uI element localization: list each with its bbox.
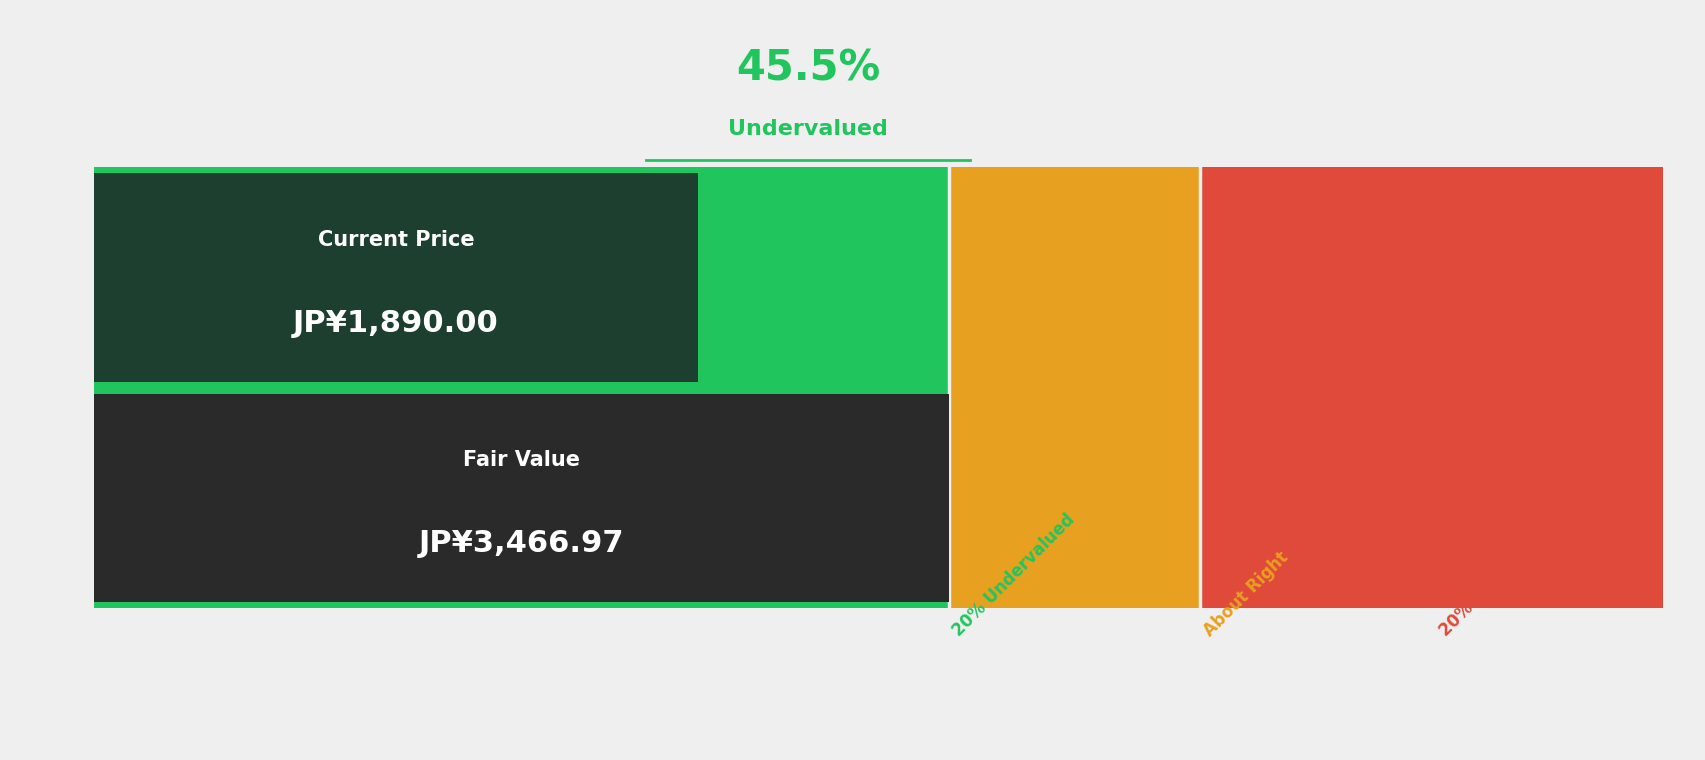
Bar xyxy=(1200,167,1662,608)
Text: 20% Overvalued: 20% Overvalued xyxy=(1436,519,1555,640)
Text: JP¥3,466.97: JP¥3,466.97 xyxy=(418,529,624,558)
Bar xyxy=(94,167,948,608)
Bar xyxy=(948,167,1200,608)
Text: About Right: About Right xyxy=(1200,548,1291,640)
Text: JP¥1,890.00: JP¥1,890.00 xyxy=(293,309,498,337)
Text: Current Price: Current Price xyxy=(317,230,474,250)
Text: 20% Undervalued: 20% Undervalued xyxy=(948,511,1078,640)
Text: Fair Value: Fair Value xyxy=(462,451,580,470)
Text: 45.5%: 45.5% xyxy=(735,47,880,90)
Text: Undervalued: Undervalued xyxy=(728,119,887,139)
Bar xyxy=(94,173,697,382)
Bar xyxy=(94,394,948,602)
